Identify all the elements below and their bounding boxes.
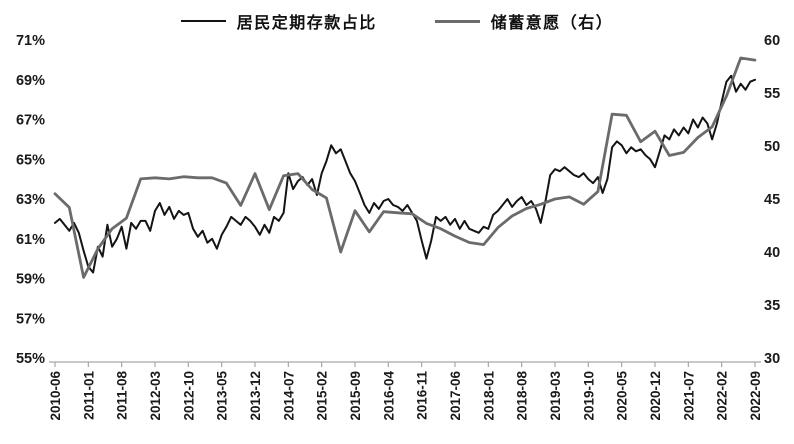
x-tick-label: 2010-06 (48, 371, 63, 421)
x-tick-label: 2013-12 (248, 371, 263, 421)
x-tick-label: 2017-06 (448, 371, 463, 421)
left-axis-tick-label: 59% (16, 272, 45, 288)
x-tick-label: 2022-09 (748, 371, 763, 421)
left-axis-tick-label: 65% (16, 152, 45, 168)
legend-line-sample-black (180, 20, 226, 22)
x-tick-label: 2018-01 (481, 371, 496, 421)
x-tick-label: 2015-02 (315, 371, 330, 421)
x-tick-label: 2011-08 (115, 371, 130, 420)
x-tick-label: 2011-01 (81, 371, 96, 420)
x-tick-label: 2020-12 (648, 371, 663, 421)
x-tick-label: 2021-07 (681, 371, 696, 421)
chart-legend: 居民定期存款占比 储蓄意愿（右） (0, 9, 794, 33)
x-tick-label: 2014-07 (281, 371, 296, 421)
x-tick-label: 2020-05 (615, 371, 630, 421)
x-tick-label: 2016-11 (415, 371, 430, 420)
x-tick-label: 2013-05 (215, 371, 230, 421)
right-axis-tick-label: 55 (764, 86, 780, 102)
right-axis-tick-label: 30 (764, 351, 780, 367)
left-axis-tick-label: 63% (16, 192, 45, 208)
left-axis-tick-label: 67% (16, 113, 45, 129)
right-axis-tick-label: 35 (764, 298, 780, 314)
left-axis-tick-label: 55% (16, 351, 45, 367)
left-axis-tick-label: 57% (16, 311, 45, 327)
x-tick-label: 2022-02 (715, 371, 730, 421)
legend-item-deposit-share: 居民定期存款占比 (180, 9, 377, 33)
left-axis-tick-label: 61% (16, 232, 45, 248)
x-tick-label: 2015-09 (348, 371, 363, 421)
x-tick-label: 2012-10 (181, 371, 196, 421)
right-axis-tick-label: 60 (764, 33, 780, 49)
deposit-share-line (54, 74, 756, 274)
x-tick-label: 2016-04 (381, 371, 396, 421)
x-tick-label: 2019-10 (581, 371, 596, 421)
x-tick-label: 2019-03 (548, 371, 563, 421)
right-axis-tick-label: 50 (764, 139, 780, 155)
x-tick-label: 2018-08 (515, 371, 530, 421)
left-axis-tick-label: 71% (16, 33, 45, 49)
right-axis-tick-label: 40 (764, 245, 780, 261)
legend-label-savings-willingness: 储蓄意愿（右） (490, 15, 614, 32)
right-axis-tick-label: 45 (764, 192, 780, 208)
savings-willingness-line (53, 56, 757, 279)
legend-item-savings-willingness: 储蓄意愿（右） (434, 9, 614, 33)
legend-label-deposit-share: 居民定期存款占比 (236, 15, 377, 32)
left-axis-tick-label: 69% (16, 73, 45, 89)
legend-line-sample-gray (434, 19, 480, 23)
x-tick-label: 2012-03 (148, 371, 163, 421)
